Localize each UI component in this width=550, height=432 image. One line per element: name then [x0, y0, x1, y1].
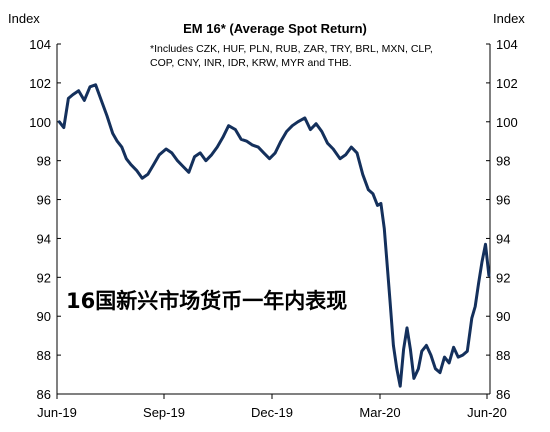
left-y-tick-labels: 104 102 100 98 96 94 92 90 88 86 — [29, 37, 61, 402]
em16-index-line — [57, 83, 491, 388]
x-tick-label: Mar-20 — [359, 405, 400, 420]
left-y-tick-label: 96 — [37, 193, 51, 208]
x-tick-label: Jun-20 — [467, 405, 507, 420]
right-y-tick-label: 86 — [496, 387, 510, 402]
left-y-tick-label: 104 — [29, 37, 51, 52]
x-tick-label: Sep-19 — [143, 405, 185, 420]
left-y-tick-label: 86 — [37, 387, 51, 402]
right-y-tick-label: 92 — [496, 270, 510, 285]
x-tick-label: Dec-19 — [251, 405, 293, 420]
left-y-tick-label: 88 — [37, 348, 51, 363]
left-y-tick-label: 98 — [37, 154, 51, 169]
chinese-caption-overlay: 16国新兴市场货币一年内表现 — [66, 289, 347, 313]
right-y-tick-label: 88 — [496, 348, 510, 363]
chart-title: EM 16* (Average Spot Return) — [183, 21, 367, 36]
left-axis-unit-label: Index — [8, 11, 40, 26]
x-tick-labels: Jun-19 Sep-19 Dec-19 Mar-20 Jun-20 — [37, 394, 507, 420]
right-axis-unit-label: Index — [493, 11, 525, 26]
right-y-tick-label: 104 — [496, 37, 518, 52]
right-y-tick-label: 98 — [496, 154, 510, 169]
chart-note-line-2: COP, CNY, INR, IDR, KRW, MYR and THB. — [150, 57, 352, 69]
left-y-tick-label: 100 — [29, 115, 51, 130]
left-y-tick-label: 94 — [37, 231, 51, 246]
chart-note-line-1: *Includes CZK, HUF, PLN, RUB, ZAR, TRY, … — [150, 43, 433, 55]
right-y-tick-label: 90 — [496, 309, 510, 324]
left-y-tick-label: 90 — [37, 309, 51, 324]
left-y-tick-label: 102 — [29, 76, 51, 91]
right-y-tick-label: 94 — [496, 231, 510, 246]
right-y-tick-label: 100 — [496, 115, 518, 130]
right-y-tick-label: 102 — [496, 76, 518, 91]
x-tick-label: Jun-19 — [37, 405, 77, 420]
left-y-tick-label: 92 — [37, 270, 51, 285]
right-y-tick-labels: 104 102 100 98 96 94 92 90 88 86 — [486, 37, 518, 402]
right-y-tick-label: 96 — [496, 193, 510, 208]
